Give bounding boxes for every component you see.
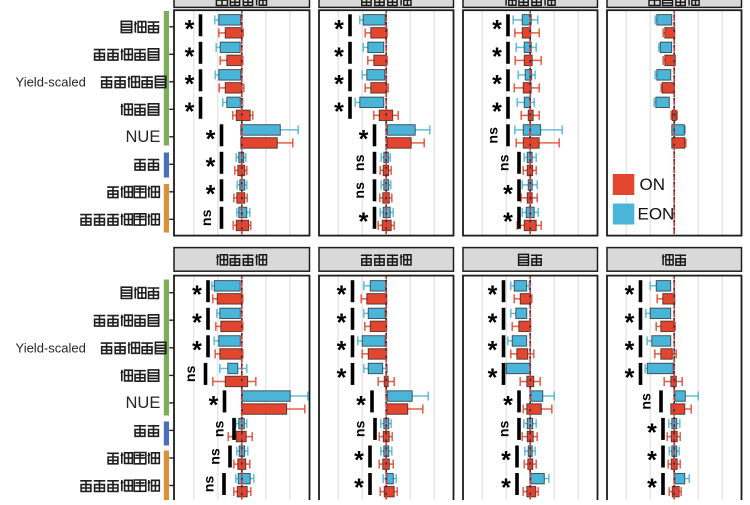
svg-text:*: * [488,281,498,309]
svg-text:*: * [501,474,511,500]
svg-text:*: * [185,98,195,126]
svg-text:Yield-scaled: Yield-scaled [16,74,86,89]
svg-text:*: * [185,70,195,98]
svg-text:*: * [206,180,216,208]
svg-text:ns: ns [639,393,655,410]
svg-text:ns: ns [497,421,513,438]
svg-text:*: * [334,70,344,98]
svg-text:*: * [356,391,366,419]
svg-text:*: * [503,180,513,208]
svg-text:*: * [209,391,219,419]
svg-text:*: * [337,309,347,337]
svg-text:*: * [337,336,347,364]
svg-text:*: * [492,70,502,98]
svg-text:*: * [359,208,369,236]
svg-text:*: * [206,153,216,181]
svg-text:ns: ns [212,421,228,438]
svg-text:EON: EON [638,205,675,224]
svg-text:*: * [503,391,513,419]
svg-text:*: * [206,125,216,153]
svg-text:ns: ns [353,421,369,438]
svg-text:*: * [354,474,364,500]
svg-text:*: * [334,15,344,43]
svg-text:*: * [503,208,513,236]
svg-text:ON: ON [640,175,666,194]
svg-text:*: * [192,281,202,309]
svg-text:*: * [337,364,347,392]
svg-text:*: * [492,43,502,71]
svg-text:*: * [488,309,498,337]
svg-text:ns: ns [199,209,215,226]
svg-text:ns: ns [352,182,368,199]
svg-text:*: * [492,98,502,126]
svg-text:ns: ns [486,127,502,144]
svg-text:*: * [647,474,657,500]
svg-text:*: * [501,447,511,475]
svg-text:NUE: NUE [126,394,161,412]
svg-text:*: * [334,43,344,71]
svg-text:*: * [647,419,657,447]
svg-text:*: * [488,364,498,392]
svg-text:ns: ns [208,448,224,465]
svg-text:*: * [192,309,202,337]
svg-text:*: * [334,98,344,126]
svg-text:NUE: NUE [126,128,161,146]
svg-text:*: * [337,281,347,309]
svg-text:*: * [185,15,195,43]
svg-text:*: * [354,447,364,475]
svg-text:*: * [647,447,657,475]
svg-text:ns: ns [183,366,199,383]
svg-text:*: * [492,15,502,43]
svg-text:*: * [625,364,635,392]
svg-text:*: * [625,281,635,309]
svg-text:ns: ns [352,154,368,171]
svg-text:*: * [185,43,195,71]
svg-text:*: * [192,336,202,364]
svg-text:*: * [488,336,498,364]
svg-text:ns: ns [497,154,513,171]
svg-text:ns: ns [202,476,218,493]
svg-text:Yield-scaled: Yield-scaled [16,340,86,355]
svg-text:*: * [625,336,635,364]
svg-text:*: * [625,309,635,337]
svg-text:*: * [359,125,369,153]
